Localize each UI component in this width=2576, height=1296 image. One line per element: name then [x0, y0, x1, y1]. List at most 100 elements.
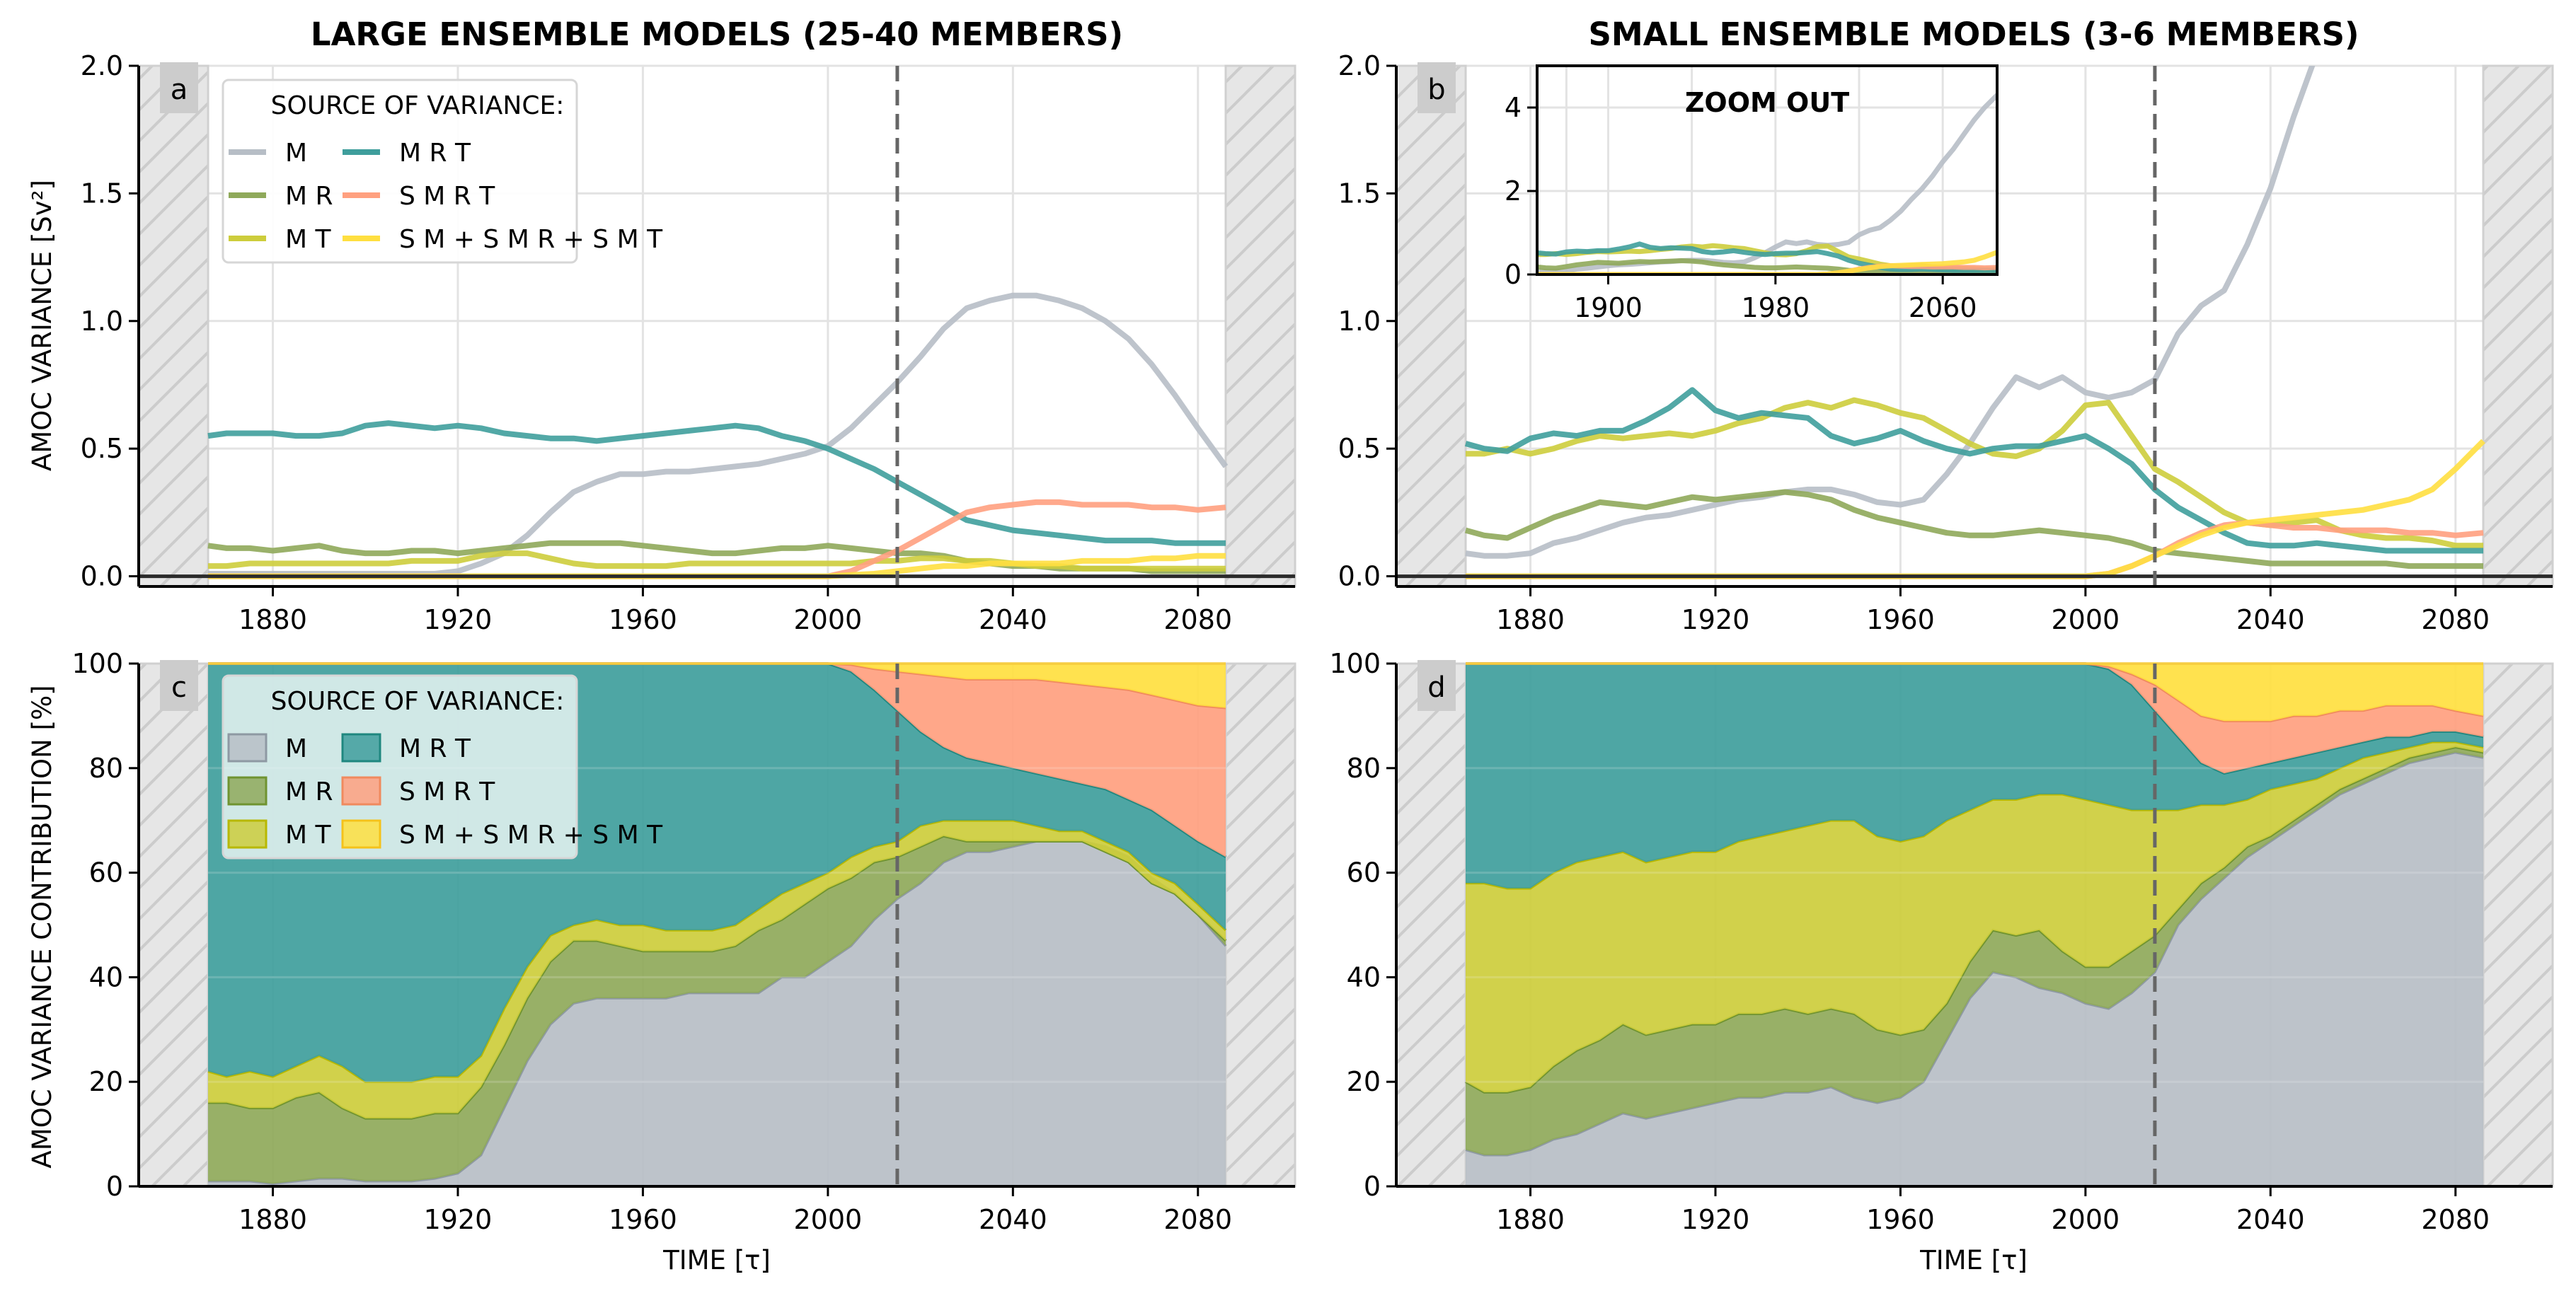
series-line-mt: [1466, 397, 2483, 549]
legend-label: M R: [285, 182, 333, 211]
y-tick-label: 0: [106, 1171, 123, 1202]
inset-series-line-mr: [1537, 258, 1997, 274]
inset-x-tick-label: 1980: [1741, 292, 1810, 323]
y-tick-label: 40: [1347, 961, 1381, 993]
x-tick-label: 2000: [2052, 1204, 2120, 1235]
x-tick-label: 1960: [609, 1204, 677, 1235]
legend-label: M: [285, 734, 307, 763]
stacked-area-smrt: [208, 664, 1226, 857]
x-tick-label: 2080: [1163, 1204, 1232, 1235]
inset-title: ZOOM OUT: [1685, 87, 1849, 118]
x-tick-label: 2000: [794, 1204, 863, 1235]
x-tick-label: 1920: [424, 604, 493, 635]
x-tick-label: 2040: [979, 604, 1047, 635]
x-tick-label: 2040: [979, 1204, 1047, 1235]
y-tick-label: 0.0: [81, 561, 123, 592]
inset-zoom-out: 0 2 4 1900 1980 2060 ZOOM OUT: [1505, 64, 1999, 323]
inset-y-tick-label: 2: [1505, 175, 1522, 207]
inset-x-tick-label: 2060: [1909, 292, 1977, 323]
y-tick-label: 100: [71, 648, 123, 679]
legend-swatch-mt: [227, 819, 268, 849]
panel-label-box: [1418, 62, 1456, 113]
ylabel-variance-text: AMOC VARIANCE [Sv²]: [27, 180, 57, 471]
legend-swatch-mrt: [341, 733, 381, 763]
y-tick-label: 1.5: [1338, 178, 1381, 209]
legend-frame: [222, 674, 578, 860]
legend-label: S M R T: [399, 777, 495, 806]
y-tick-label: 2.0: [1338, 50, 1381, 81]
y-tick-label: 20: [89, 1066, 123, 1097]
inset-series-line-sm-smr-smt: [1537, 250, 1997, 274]
legend-label: S M + S M R + S M T: [399, 821, 663, 850]
y-tick-label: 1.0: [81, 306, 123, 337]
xlabel-time-c: TIME [τ]: [662, 1245, 771, 1275]
series-line-mrt: [1464, 387, 2483, 554]
y-tick-label: 40: [89, 961, 123, 993]
ylabel-variance: AMOC VARIANCE [Sv²]: [27, 180, 57, 471]
stacked-area-sm-smr-smt: [208, 664, 1226, 708]
title-small-ensemble: SMALL ENSEMBLE MODELS (3-6 MEMBERS): [1588, 16, 2359, 53]
inset-frame: [1536, 64, 1999, 276]
x-tick-label: 1920: [1681, 604, 1750, 635]
x-tick-label: 1880: [1496, 1204, 1565, 1235]
legend-swatch-sm-smr-smt: [341, 819, 381, 849]
stacked-area-mt: [1466, 741, 2483, 1092]
y-tick-label: 0: [1364, 1171, 1381, 1202]
x-tick-label: 2080: [2421, 1204, 2490, 1235]
legend-swatch-smrt: [341, 776, 381, 806]
legend-swatch-m: [227, 733, 268, 763]
legend-lines: SOURCE OF VARIANCE: M M R M T M R T S M R T S …: [222, 79, 663, 264]
x-tick-label: 1880: [238, 1204, 307, 1235]
legend-label: M R: [285, 777, 333, 806]
x-tick-label: 1960: [1866, 604, 1935, 635]
legend-areas: SOURCE OF VARIANCE: M M R M T M R T S M R T S …: [222, 674, 663, 860]
x-tick-label: 2000: [2052, 604, 2120, 635]
legend-label: S M + S M R + S M T: [399, 225, 663, 254]
legend-label: M: [285, 139, 307, 168]
panel-label: c: [171, 671, 187, 704]
y-tick-label: 1.5: [81, 178, 123, 209]
panel-label-box: [1418, 660, 1456, 711]
x-tick-label: 1960: [609, 604, 677, 635]
inset-plot-area: [1537, 66, 1997, 274]
panel-label: b: [1427, 74, 1445, 106]
stacked-area-mrt: [1466, 664, 2483, 889]
y-tick-label: 80: [89, 753, 123, 784]
stacked-area-mr: [1466, 747, 2483, 1155]
stacked-area-mr: [208, 835, 1226, 1184]
x-tick-label: 1880: [238, 604, 307, 635]
hatched-region-right: [1224, 662, 1296, 1188]
y-tick-label: 0.0: [1338, 561, 1381, 592]
y-tick-label: 60: [89, 857, 123, 889]
y-tick-label: 80: [1347, 753, 1381, 784]
stacked-area-smrt: [1466, 664, 2483, 774]
panel-a: 0.0 0.5 1.0 1.5 2.0 1880 1920 1960 2000 2040 2080 a: [81, 50, 1296, 635]
panel-label: d: [1427, 671, 1445, 704]
legend-label: M T: [285, 225, 332, 254]
legend-label: M R T: [399, 734, 471, 763]
legend-swatch-mr: [227, 776, 268, 806]
y-tick-label: 60: [1347, 857, 1381, 889]
panel-label-box: [160, 660, 198, 711]
hatched-region-right: [2482, 64, 2554, 588]
panel-label-box: [160, 62, 198, 113]
y-tick-label: 2.0: [81, 50, 123, 81]
xlabel-time-d: TIME [τ]: [1919, 1245, 2028, 1275]
x-tick-label: 2040: [2236, 1204, 2305, 1235]
hatched-region-left: [1395, 64, 1467, 588]
panel-label: a: [171, 74, 188, 106]
x-tick-label: 1920: [424, 1204, 493, 1235]
stacked-area-sm-smr-smt: [1466, 664, 2483, 722]
legend-label: M R T: [399, 139, 471, 168]
y-tick-label: 1.0: [1338, 306, 1381, 337]
stacked-area-m: [208, 841, 1226, 1186]
y-tick-label: 0.5: [81, 433, 123, 464]
inset-x-tick-label: 1900: [1574, 292, 1643, 323]
legend-title: SOURCE OF VARIANCE:: [271, 687, 565, 716]
ylabel-contribution: AMOC VARIANCE CONTRIBUTION [%]: [27, 685, 57, 1168]
inset-series-line-mrt: [1537, 241, 1997, 273]
x-tick-label: 1920: [1681, 1204, 1750, 1235]
hatched-region-left: [1395, 662, 1467, 1188]
